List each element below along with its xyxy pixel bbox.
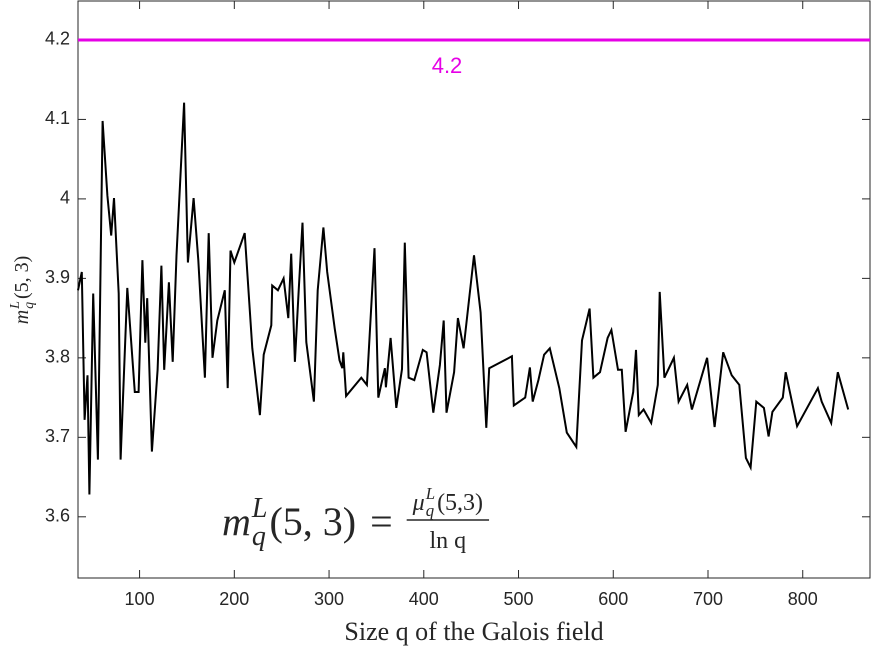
- x-tick-label: 500: [504, 589, 534, 609]
- y-tick-label: 4.2: [45, 29, 70, 49]
- x-axis-label: Size q of the Galois field: [344, 617, 603, 646]
- y-tick-label: 4: [60, 188, 70, 208]
- y-tick-label: 3.9: [45, 267, 70, 287]
- x-tick-label: 200: [219, 589, 249, 609]
- math-base: m: [11, 310, 33, 324]
- math-sub: q: [426, 501, 434, 520]
- math-base: m: [222, 499, 251, 544]
- y-tick-label: 4.1: [45, 108, 70, 128]
- math-sup: L: [251, 493, 268, 524]
- y-axis-label: mL q (5, 3): [8, 256, 37, 325]
- y-tick-label: 3.7: [45, 426, 70, 446]
- math-denominator: ln q: [430, 528, 467, 554]
- x-tick-label: 600: [598, 589, 628, 609]
- data-line: [77, 102, 850, 495]
- x-tick-label: 800: [788, 589, 818, 609]
- x-tick-label: 300: [314, 589, 344, 609]
- math-sub: q: [252, 521, 266, 552]
- annotation: m Lq (5, 3) = μ Lq (5,3)ln q: [222, 484, 490, 554]
- math-args: (5, 3): [269, 499, 356, 544]
- x-tick-label: 700: [693, 589, 723, 609]
- math-sub: q: [22, 302, 37, 309]
- math-args: (5,3): [437, 490, 483, 516]
- math-args: (5, 3): [11, 256, 33, 299]
- x-tick-label: 100: [125, 589, 155, 609]
- y-tick-label: 3.8: [45, 347, 70, 367]
- y-tick-label: 3.6: [45, 506, 70, 526]
- math-base: μ: [412, 490, 425, 516]
- x-tick-label: 400: [409, 589, 439, 609]
- math-sup: L: [425, 484, 435, 503]
- math-sup: L: [8, 301, 23, 310]
- reference-label: 4.2: [432, 53, 463, 78]
- math-equals: =: [370, 499, 393, 544]
